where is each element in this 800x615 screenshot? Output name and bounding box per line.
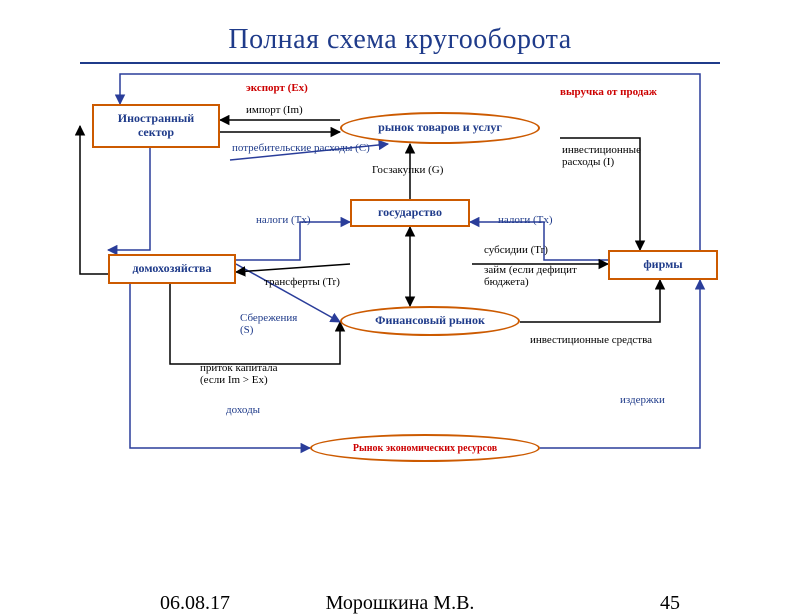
node-foreign-sector: Иностранныйсектор bbox=[92, 104, 220, 148]
label-import: импорт (Im) bbox=[246, 104, 303, 116]
label-investment: инвестиционныерасходы (I) bbox=[562, 144, 641, 168]
node-goods-market: рынок товаров и услуг bbox=[340, 112, 540, 144]
page-title: Полная схема кругооборота bbox=[0, 0, 800, 56]
node-finance-market: Финансовый рынок bbox=[340, 306, 520, 336]
label-export: экспорт (Ex) bbox=[246, 82, 308, 94]
node-firms: фирмы bbox=[608, 250, 718, 280]
node-resource-market: Рынок экономических ресурсов bbox=[310, 434, 540, 462]
label-transfers: трансферты (Tr) bbox=[264, 276, 340, 288]
label-cap-inflow: приток капитала(если Im > Ex) bbox=[200, 362, 278, 386]
label-income: доходы bbox=[226, 404, 260, 416]
node-households: домохозяйства bbox=[108, 254, 236, 284]
label-inv-funds: инвестиционные средства bbox=[530, 334, 652, 346]
node-government: государство bbox=[350, 199, 470, 227]
diagram-canvas: Иностранныйсектор домохозяйства государс… bbox=[0, 64, 800, 534]
label-taxes-left: налоги (Tx) bbox=[256, 214, 311, 226]
label-gov-purch: Госзакупки (G) bbox=[372, 164, 443, 176]
label-savings: Сбережения(S) bbox=[240, 312, 297, 336]
footer-page: 45 bbox=[660, 592, 680, 615]
label-loan: займ (если дефицитбюджета) bbox=[484, 264, 577, 288]
label-taxes-right: налоги (Tx) bbox=[498, 214, 553, 226]
label-costs: издержки bbox=[620, 394, 665, 406]
label-subsidies: субсидии (Tr) bbox=[484, 244, 548, 256]
footer-date: 06.08.17 bbox=[160, 592, 230, 615]
footer-author: Морошкина М.В. bbox=[326, 592, 475, 615]
label-consumption: потребительские расходы (C) bbox=[232, 142, 370, 154]
label-revenue: выручка от продаж bbox=[560, 86, 657, 98]
